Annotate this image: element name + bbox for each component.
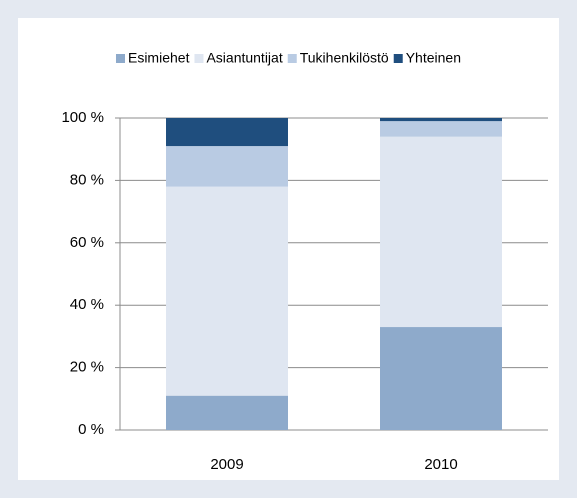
bar-segment (380, 121, 502, 137)
legend-swatch (287, 54, 297, 63)
bar-segment (380, 136, 502, 328)
bar-segment (380, 118, 502, 122)
y-tick-label: 0 % (78, 421, 104, 438)
legend-swatch (115, 54, 125, 63)
bar-segment (166, 146, 288, 187)
y-tick-label: 60 % (70, 234, 104, 251)
bar-segment (166, 395, 288, 430)
y-tick-label: 80 % (70, 171, 104, 188)
legend-label: Esimiehet (128, 50, 190, 66)
legend-label: Tukihenkilöstö (300, 50, 389, 66)
x-tick-label: 2009 (210, 456, 243, 473)
bar-segment (166, 118, 288, 147)
y-tick-label: 100 % (61, 109, 104, 126)
y-tick-label: 40 % (70, 296, 104, 313)
legend: Esimiehet Asiantuntijat Tukihenkilöstö Yhte… (115, 50, 461, 66)
legend-label: Asiantuntijat (206, 50, 282, 66)
legend-swatch (194, 54, 204, 63)
bar-segment (166, 186, 288, 396)
legend-swatch (393, 54, 403, 63)
legend-label: Yhteinen (406, 50, 461, 66)
y-tick-label: 20 % (70, 359, 104, 376)
x-tick-label: 2010 (424, 456, 457, 473)
bar-segment (380, 327, 502, 430)
